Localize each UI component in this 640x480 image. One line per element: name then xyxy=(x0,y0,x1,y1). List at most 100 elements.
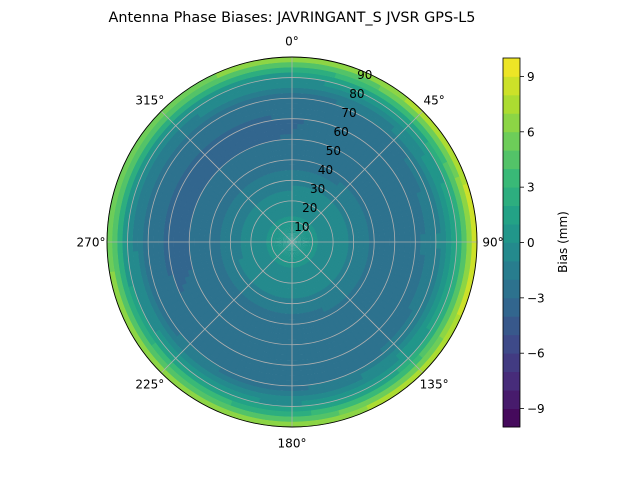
bias-cell xyxy=(305,262,311,269)
bias-cell xyxy=(308,204,313,211)
bias-cell xyxy=(304,197,309,204)
bias-cell xyxy=(308,217,313,224)
bias-cell xyxy=(163,234,169,243)
colorbar-label: Bias (mm) xyxy=(556,211,570,273)
bias-cell xyxy=(245,205,253,213)
bias-cell xyxy=(261,248,268,252)
bias-cell xyxy=(242,223,249,229)
bias-cell xyxy=(267,232,273,236)
bias-cell xyxy=(312,269,319,276)
bias-cell xyxy=(299,212,304,219)
bias-cell xyxy=(301,333,308,340)
bias-cell xyxy=(414,247,421,257)
bias-cell xyxy=(298,217,302,223)
bias-cell xyxy=(290,231,292,237)
bias-cell xyxy=(286,267,290,273)
bias-cell xyxy=(266,222,273,228)
bias-cell xyxy=(301,237,308,240)
bias-cell xyxy=(286,242,292,244)
bias-cell xyxy=(335,255,342,261)
bias-cell xyxy=(320,208,327,215)
bias-cell xyxy=(303,264,308,270)
bias-cell xyxy=(204,241,210,248)
bias-cell xyxy=(295,245,300,251)
bias-cell xyxy=(271,118,281,126)
bias-cell xyxy=(270,284,276,291)
bias-cell xyxy=(257,276,264,283)
bias-cell xyxy=(272,279,278,286)
bias-cell xyxy=(252,252,259,258)
bias-cell xyxy=(302,343,310,350)
bias-cell xyxy=(263,292,270,299)
bias-cell xyxy=(279,254,284,260)
bias-cell xyxy=(291,354,300,361)
bias-cell xyxy=(287,226,290,233)
bias-cell xyxy=(269,218,275,224)
bias-cell xyxy=(278,270,283,277)
bias-cell xyxy=(250,243,257,247)
angular-tick-label: 0° xyxy=(285,35,299,49)
bias-cell xyxy=(261,233,268,237)
bias-cell xyxy=(282,237,288,240)
bias-cell xyxy=(284,123,293,130)
bias-cell xyxy=(334,210,342,217)
bias-cell xyxy=(277,234,283,238)
bias-cell xyxy=(314,227,321,232)
bias-cell xyxy=(281,243,288,246)
bias-cell xyxy=(278,247,284,252)
bias-cell xyxy=(274,257,280,263)
bias-cell xyxy=(272,232,279,236)
bias-cell xyxy=(264,254,271,260)
bias-cell xyxy=(283,216,287,223)
bias-cell xyxy=(209,237,216,243)
bias-cell xyxy=(163,247,170,257)
bias-cell xyxy=(309,228,316,233)
bias-cell xyxy=(297,250,302,256)
bias-cell xyxy=(261,232,268,236)
bias-cell xyxy=(287,169,293,176)
bias-cell xyxy=(329,211,336,218)
bias-cell xyxy=(296,243,302,247)
bias-cell xyxy=(368,241,375,247)
bias-cell xyxy=(281,243,288,246)
bias-cell xyxy=(330,254,337,259)
bias-cell xyxy=(244,218,251,224)
polar-plot-area xyxy=(106,56,478,428)
bias-cell xyxy=(309,252,315,257)
bias-cell xyxy=(283,92,294,99)
bias-cell xyxy=(309,212,316,219)
bias-cell xyxy=(312,195,319,203)
bias-cell xyxy=(320,252,326,257)
bias-cell xyxy=(316,232,323,236)
bias-cell xyxy=(271,273,276,280)
bias-cell xyxy=(300,232,306,237)
bias-cell xyxy=(254,258,261,263)
bias-cell xyxy=(281,149,289,156)
bias-cell xyxy=(285,227,289,233)
bias-cell xyxy=(286,144,293,150)
bias-cell xyxy=(257,269,264,276)
bias-cell xyxy=(275,208,280,215)
bias-cell xyxy=(306,245,313,248)
bias-cell xyxy=(281,144,288,151)
colorbar-tick-label: 0 xyxy=(527,236,535,250)
bias-cell xyxy=(280,260,284,266)
bias-cell xyxy=(291,154,298,160)
chart-title: Antenna Phase Biases: JAVRINGANT_S JVSR … xyxy=(109,10,476,26)
bias-cell xyxy=(253,205,260,212)
bias-cell xyxy=(335,253,343,259)
bias-cell xyxy=(255,183,262,191)
bias-cell xyxy=(253,272,260,279)
bias-cell xyxy=(305,248,311,253)
bias-cell xyxy=(241,225,249,231)
bias-cell xyxy=(306,234,312,238)
bias-cell xyxy=(299,206,304,213)
bias-cell xyxy=(258,252,264,257)
bias-cell xyxy=(346,266,354,273)
bias-cell xyxy=(293,246,295,253)
colorbar-segment xyxy=(503,297,520,317)
bias-cell xyxy=(278,233,284,237)
bias-cell xyxy=(326,278,333,285)
bias-cell xyxy=(320,227,326,232)
bias-cell xyxy=(291,144,298,150)
